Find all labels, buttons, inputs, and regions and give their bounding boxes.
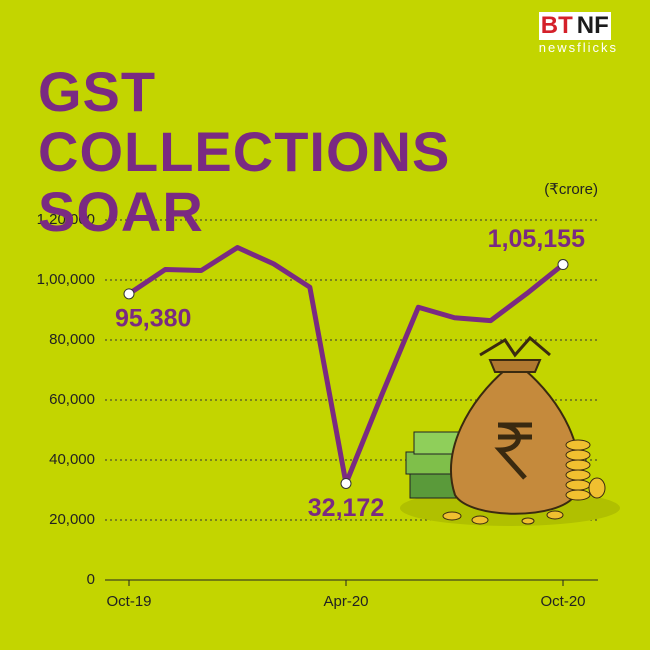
logo-tagline: newsflicks: [538, 40, 618, 55]
y-tick-label: 80,000: [49, 331, 95, 348]
unit-label: (₹crore): [544, 181, 598, 198]
bag-neck: [488, 359, 542, 373]
x-tick-label: Apr-20: [323, 593, 368, 610]
x-tick-label: Oct-19: [106, 593, 151, 610]
chart-title: GST COLLECTIONS SOAR: [38, 60, 451, 243]
logo-right: NF: [574, 12, 611, 40]
y-tick-label: 60,000: [49, 391, 95, 408]
y-tick-label: 20,000: [49, 511, 95, 528]
data-label: 95,380: [115, 304, 191, 332]
y-tick-label: 0: [87, 571, 95, 588]
data-label: 32,172: [308, 494, 384, 522]
point-marker: [123, 288, 135, 300]
money-bag-icon: [400, 335, 620, 526]
logo: BT NF newsflicks: [538, 12, 618, 55]
point-marker: [340, 477, 352, 489]
rupee-symbol: [494, 422, 532, 480]
coins: [442, 439, 606, 525]
y-tick-label: 40,000: [49, 451, 95, 468]
y-tick-label: 1,20,000: [37, 211, 95, 228]
point-marker: [557, 259, 569, 271]
logo-left: BT: [538, 12, 575, 40]
y-tick-label: 1,00,000: [37, 271, 95, 288]
bag-top: [479, 335, 551, 358]
x-tick-label: Oct-20: [540, 593, 585, 610]
data-label: 1,05,155: [488, 225, 585, 253]
